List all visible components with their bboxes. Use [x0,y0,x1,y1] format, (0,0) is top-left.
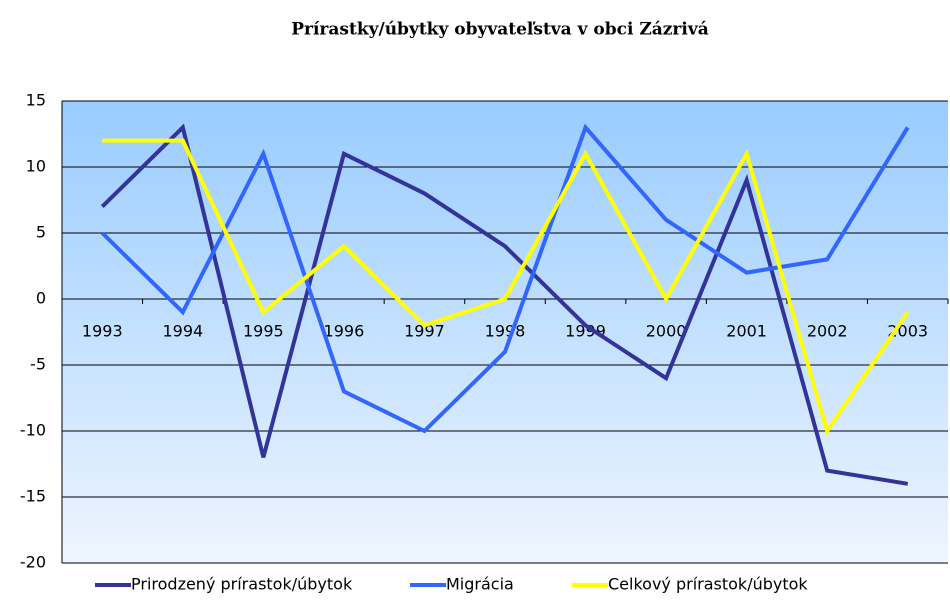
x-tick-label: 2000 [646,322,687,341]
y-tick-label: -5 [30,355,46,374]
x-tick-label: 2001 [726,322,767,341]
legend-label: Prirodzený prírastok/úbytok [131,575,353,594]
legend-label: Migrácia [446,575,514,594]
x-tick-label: 1995 [243,322,284,341]
y-tick-label: -10 [20,421,46,440]
legend-label: Celkový prírastok/úbytok [608,575,808,594]
x-tick-label: 1998 [485,322,526,341]
x-tick-label: 1999 [565,322,606,341]
y-tick-label: -15 [20,487,46,506]
x-tick-label: 1994 [162,322,203,341]
x-tick-label: 2002 [807,322,848,341]
series-line [100,123,909,486]
chart-title: Prírastky/úbytky obyvateľstva v obci Záz… [291,20,709,40]
x-tick-label: 1993 [82,322,123,341]
y-tick-label: 0 [36,289,46,308]
y-tick-label: -20 [20,553,46,572]
y-tick-label: 10 [26,157,46,176]
y-tick-label: 5 [36,223,46,242]
x-tick-label: 1997 [404,322,445,341]
series-line [100,123,910,434]
series-line [102,138,910,436]
y-tick-label: 15 [26,91,46,110]
x-tick-label: 1996 [324,322,365,341]
